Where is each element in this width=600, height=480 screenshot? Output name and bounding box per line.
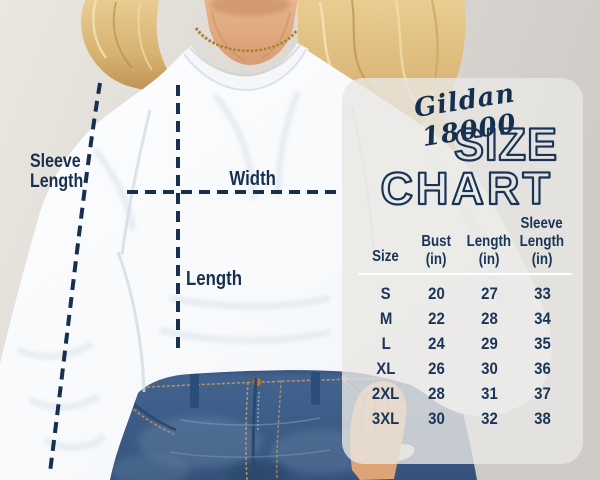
bust-value: 22 <box>427 308 445 328</box>
hair-left <box>81 0 171 90</box>
title-word-size: SIZE <box>454 119 558 170</box>
table-row: 2XL 28 31 37 <box>362 381 568 406</box>
size-value: XL <box>376 358 396 378</box>
size-value: L <box>381 333 391 353</box>
length-value: 30 <box>480 358 498 378</box>
bust-value: 30 <box>427 408 445 428</box>
size-table-header: Size Bust (in) Length (in) Sleeve Length… <box>362 212 568 269</box>
sleeve-value: 37 <box>533 383 551 403</box>
necklace <box>194 26 299 53</box>
size-chart-panel: Gildan 18000 SIZE CHART Size Bust (in) L… <box>342 78 583 464</box>
length-value: 32 <box>480 408 498 428</box>
sleeve-value: 34 <box>533 308 551 328</box>
sleeve-length-label-line2: Length <box>30 171 84 192</box>
fly-seam <box>251 377 258 480</box>
length-value: 27 <box>480 283 498 303</box>
sleeve-length-line <box>48 82 102 473</box>
chin-shadow <box>210 0 290 16</box>
length-value: 29 <box>480 333 498 353</box>
sleeve-length-label: Sleeve Length <box>30 152 93 192</box>
collar <box>180 42 309 91</box>
table-row: 3XL 30 32 38 <box>362 406 568 431</box>
size-value: M <box>379 308 393 328</box>
header-divider <box>358 273 572 275</box>
length-value: 28 <box>480 308 498 328</box>
sleeve-value: 38 <box>533 408 551 428</box>
length-value: 31 <box>480 383 498 403</box>
table-row: S 20 27 33 <box>362 281 568 306</box>
column-header-size: Size <box>372 248 400 265</box>
bust-value: 28 <box>427 383 445 403</box>
length-label: Length <box>186 268 242 290</box>
column-header-sleeve-length: Sleeve Length (in) <box>519 215 565 268</box>
size-value: 2XL <box>372 383 400 403</box>
table-row: M 22 28 34 <box>362 306 568 331</box>
bust-value: 24 <box>427 333 445 353</box>
belt-loop <box>190 372 199 408</box>
size-value: S <box>381 283 391 303</box>
bust-value: 20 <box>427 283 445 303</box>
table-row: L 24 29 35 <box>362 331 568 356</box>
neck <box>204 0 298 65</box>
sleeve-value: 33 <box>533 283 551 303</box>
column-header-length: Length (in) <box>466 233 512 268</box>
size-table: Size Bust (in) Length (in) Sleeve Length… <box>358 212 572 431</box>
belt-loop <box>311 372 320 405</box>
width-label: Width <box>229 168 277 190</box>
bust-value: 26 <box>427 358 445 378</box>
sleeve-value: 36 <box>533 358 551 378</box>
title-word-chart: CHART <box>381 163 553 214</box>
table-row: XL 26 30 36 <box>362 356 568 381</box>
size-chart-title: SIZE CHART <box>379 118 558 215</box>
sleeve-length-label-line1: Sleeve <box>30 151 81 172</box>
sleeve-value: 35 <box>533 333 551 353</box>
column-header-bust: Bust (in) <box>421 233 451 268</box>
size-value: 3XL <box>372 408 400 428</box>
